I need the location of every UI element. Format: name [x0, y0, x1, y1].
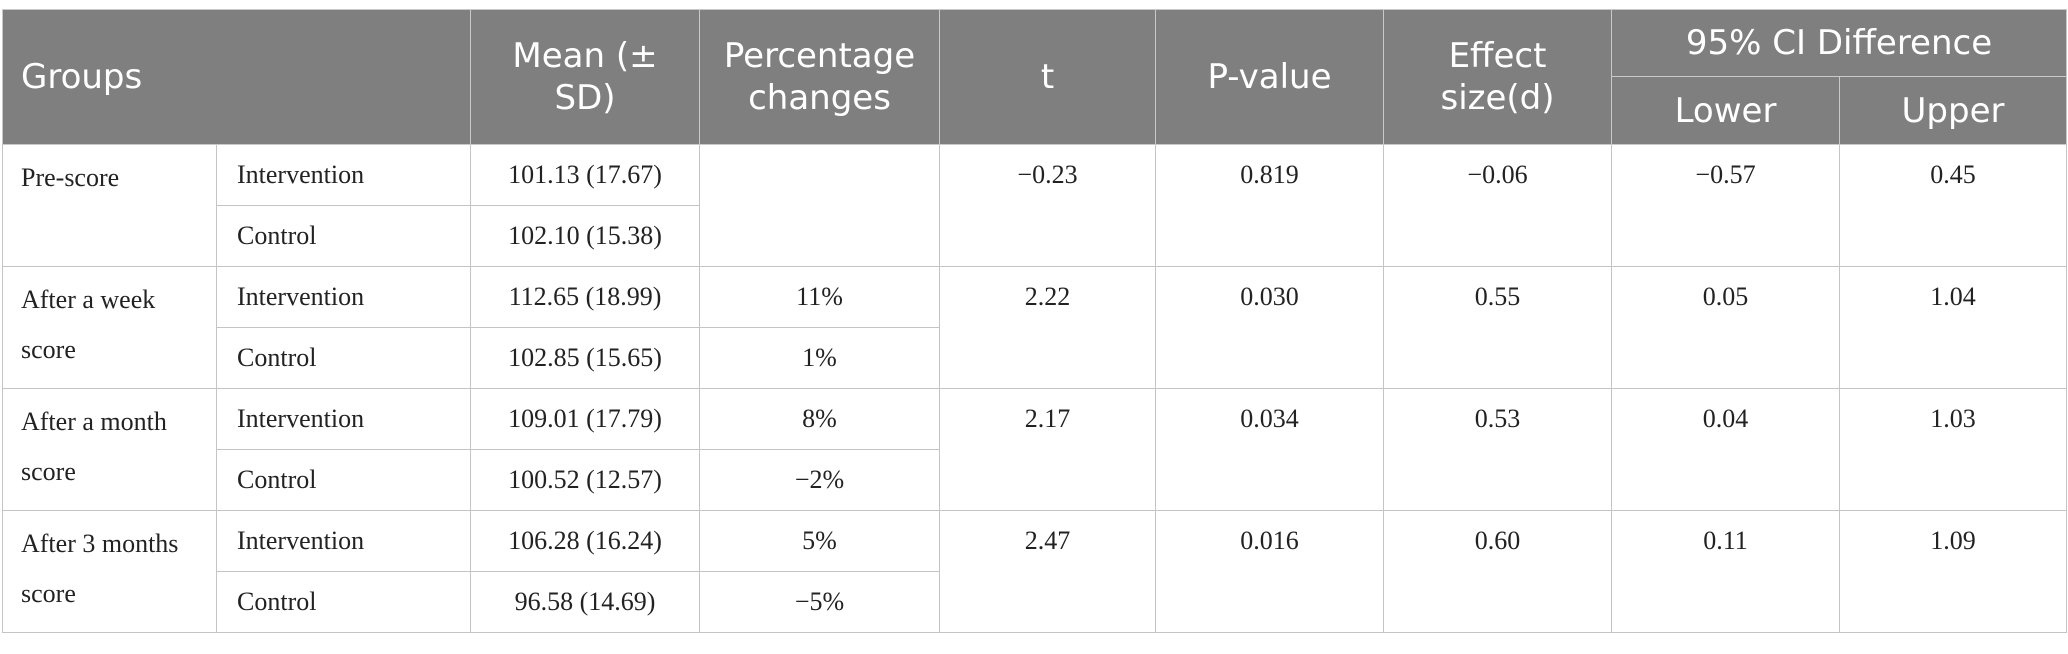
p-value-cell: 0.034	[1155, 388, 1385, 511]
group-label: Pre-score	[2, 144, 217, 267]
ci-upper-cell: 1.09	[1839, 510, 2068, 633]
percentage-cell: 11%	[699, 266, 941, 328]
table-header: Groups Mean (± SD) Percentage changes t …	[1, 9, 2068, 145]
t-cell: 2.22	[939, 266, 1157, 389]
header-subrow: Lower Upper	[3, 76, 2068, 145]
mean-sd-cell: 102.85 (15.65)	[470, 327, 701, 389]
table-row: After 3 months score Intervention 106.28…	[2, 510, 2068, 633]
percentage-cell: −5%	[699, 571, 941, 633]
table-row: Control 100.52 (12.57) −2%	[3, 449, 2067, 511]
ci-lower-cell: 0.04	[1611, 388, 1841, 511]
table-row: After a week score Intervention 112.65 (…	[2, 266, 2068, 389]
table-row: Pre-score Intervention 101.13 (17.67) −0…	[2, 144, 2068, 267]
mean-sd-cell: 101.13 (17.67)	[470, 144, 701, 206]
ci-upper-cell: 1.04	[1839, 266, 2068, 389]
mean-sd-cell: 109.01 (17.79)	[470, 388, 701, 450]
group-label: After a week score	[2, 266, 217, 389]
group-label: After 3 months score	[2, 510, 217, 633]
effect-size-cell: −0.06	[1383, 144, 1613, 267]
subgroup-label: Control	[215, 449, 472, 511]
subgroup-label: Intervention	[215, 388, 472, 450]
header-upper: Upper	[1839, 76, 2068, 145]
percentage-cell: 5%	[699, 510, 941, 572]
p-value-cell: 0.819	[1155, 144, 1385, 267]
table-body: Pre-score Intervention 101.13 (17.67) −0…	[2, 144, 2068, 633]
p-value-cell: 0.016	[1155, 510, 1385, 633]
table-row: Control 102.85 (15.65) 1%	[3, 327, 2067, 389]
subgroup-label: Intervention	[215, 144, 472, 206]
table-row: After a month score Intervention 109.01 …	[2, 388, 2068, 511]
t-cell: 2.17	[939, 388, 1157, 511]
header-ci: 95% CI Difference	[1611, 9, 2068, 77]
subgroup-label: Control	[215, 571, 472, 633]
percentage-cell: −2%	[699, 449, 941, 511]
ci-lower-cell: 0.11	[1611, 510, 1841, 633]
header-percentage: Percentage changes	[699, 9, 941, 145]
effect-size-cell: 0.53	[1383, 388, 1613, 511]
subgroup-label: Control	[215, 205, 472, 267]
t-cell: 2.47	[939, 510, 1157, 633]
header-lower: Lower	[1611, 76, 1841, 145]
header-p-value: P-value	[1155, 9, 1385, 145]
t-cell: −0.23	[939, 144, 1157, 267]
header-mean: Mean (± SD)	[470, 9, 701, 145]
header-effect-size: Effect size(d)	[1383, 9, 1613, 145]
header-row: Groups Mean (± SD) Percentage changes t …	[1, 9, 2068, 145]
subgroup-label: Intervention	[215, 266, 472, 328]
subgroup-label: Intervention	[215, 510, 472, 572]
mean-sd-cell: 102.10 (15.38)	[470, 205, 701, 267]
percentage-cell: 8%	[699, 388, 941, 450]
mean-sd-cell: 96.58 (14.69)	[470, 571, 701, 633]
results-table: Groups Mean (± SD) Percentage changes t …	[1, 9, 2068, 633]
subgroup-label: Control	[215, 327, 472, 389]
mean-sd-cell: 106.28 (16.24)	[470, 510, 701, 572]
mean-sd-cell: 100.52 (12.57)	[470, 449, 701, 511]
ci-lower-cell: 0.05	[1611, 266, 1841, 389]
ci-upper-cell: 1.03	[1839, 388, 2068, 511]
table-row: Control 96.58 (14.69) −5%	[3, 571, 2067, 633]
group-label: After a month score	[2, 388, 217, 511]
effect-size-cell: 0.60	[1383, 510, 1613, 633]
effect-size-cell: 0.55	[1383, 266, 1613, 389]
header-t: t	[939, 9, 1157, 145]
mean-sd-cell: 112.65 (18.99)	[470, 266, 701, 328]
p-value-cell: 0.030	[1155, 266, 1385, 389]
ci-lower-cell: −0.57	[1611, 144, 1841, 267]
percentage-cell	[699, 144, 941, 267]
ci-upper-cell: 0.45	[1839, 144, 2068, 267]
percentage-cell: 1%	[699, 327, 941, 389]
header-groups: Groups	[1, 9, 472, 145]
